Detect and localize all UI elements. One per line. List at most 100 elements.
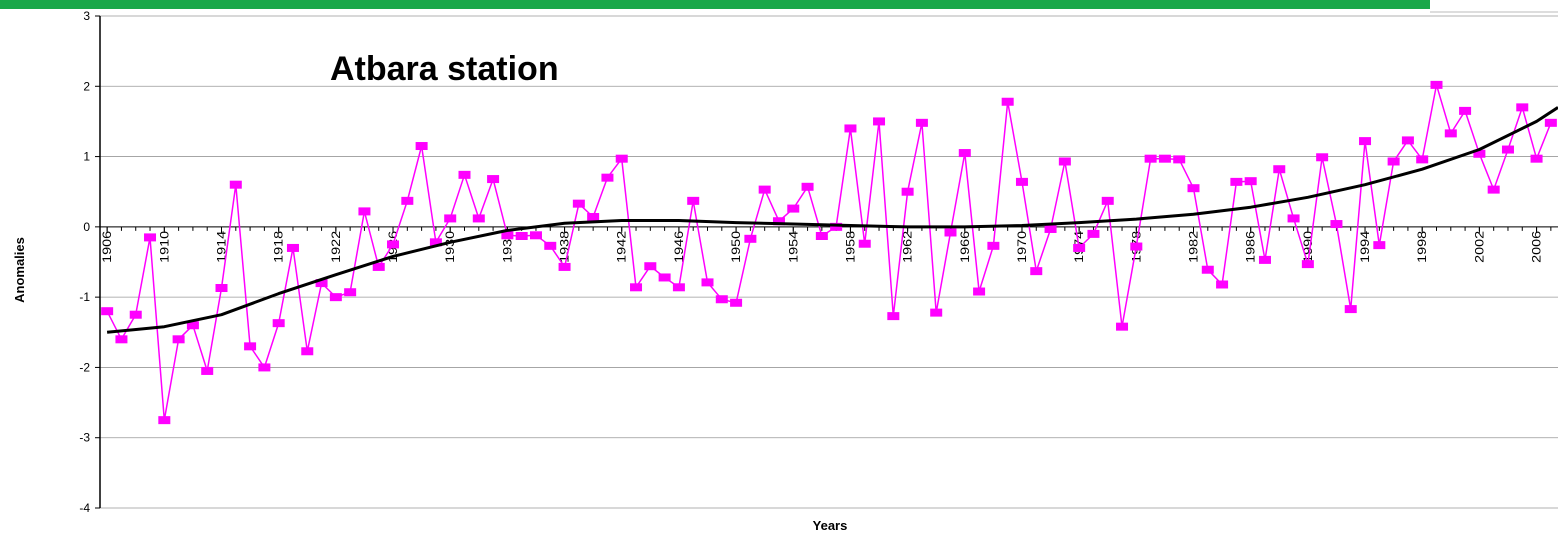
point-marker <box>529 231 542 240</box>
point-marker <box>744 234 757 243</box>
point-marker <box>930 308 943 317</box>
x-tick-label: 1982 <box>1187 230 1201 262</box>
point-marker <box>229 180 242 189</box>
point-marker <box>358 207 371 216</box>
point-marker <box>1015 177 1028 186</box>
x-tick-label: 1950 <box>729 230 743 262</box>
point-marker <box>144 233 157 242</box>
point-marker <box>887 312 900 321</box>
point-marker <box>801 182 814 191</box>
x-tick-label: 1986 <box>1244 230 1258 262</box>
point-marker <box>1316 153 1329 162</box>
point-marker <box>429 238 442 247</box>
x-tick-label: 1962 <box>901 230 915 262</box>
point-marker <box>572 199 585 208</box>
point-marker <box>101 307 114 316</box>
x-tick-label: 1910 <box>157 230 171 262</box>
point-marker <box>772 217 785 226</box>
point-marker <box>1287 214 1300 223</box>
point-marker <box>687 196 700 205</box>
series-line <box>106 84 1552 421</box>
point-marker <box>1373 241 1386 250</box>
point-marker <box>873 117 886 126</box>
point-marker <box>315 279 328 288</box>
point-marker <box>958 149 971 158</box>
point-marker <box>1216 280 1229 289</box>
x-tick-label: 1922 <box>329 230 343 262</box>
point-marker <box>1116 322 1129 331</box>
y-tick-label: -2 <box>79 360 90 374</box>
point-marker <box>715 295 728 304</box>
point-marker <box>1030 267 1043 276</box>
x-tick-label: 1942 <box>615 230 629 262</box>
point-marker <box>344 288 357 297</box>
y-tick-label: 3 <box>83 9 90 23</box>
point-marker <box>1344 305 1357 314</box>
x-tick-label: 2006 <box>1530 230 1544 262</box>
point-marker <box>915 118 928 127</box>
point-marker <box>1001 97 1014 106</box>
point-marker <box>129 310 142 319</box>
point-marker <box>544 241 557 250</box>
point-marker <box>787 204 800 213</box>
point-marker <box>515 231 528 240</box>
point-marker <box>1144 154 1157 163</box>
point-marker <box>1201 265 1214 274</box>
point-marker <box>286 243 299 252</box>
x-tick-label: 1918 <box>272 230 286 262</box>
point-marker <box>1058 157 1071 166</box>
point-marker <box>672 283 685 292</box>
point-marker <box>1073 243 1086 252</box>
x-tick-label: 1970 <box>1015 230 1029 262</box>
point-marker <box>1087 229 1100 238</box>
point-marker <box>258 363 271 372</box>
point-marker <box>944 228 957 237</box>
point-marker <box>215 284 228 293</box>
point-marker <box>815 231 828 240</box>
point-marker <box>1359 137 1372 146</box>
point-marker <box>1130 242 1143 251</box>
point-marker <box>329 293 342 302</box>
point-marker <box>415 142 428 151</box>
point-marker <box>858 239 871 248</box>
point-marker <box>501 231 514 240</box>
point-marker <box>115 335 128 344</box>
point-marker <box>172 335 185 344</box>
point-marker <box>1173 155 1186 164</box>
point-marker <box>186 321 199 330</box>
point-marker <box>472 214 485 223</box>
point-marker <box>1330 220 1343 229</box>
point-marker <box>201 366 214 375</box>
point-marker <box>973 287 986 296</box>
x-tick-label: 1906 <box>100 230 114 262</box>
point-marker <box>1459 106 1472 115</box>
y-tick-label: 1 <box>83 150 90 164</box>
point-marker <box>1530 154 1543 163</box>
trend-line <box>106 106 1558 334</box>
point-marker <box>830 222 843 231</box>
point-marker <box>372 262 385 271</box>
point-marker <box>301 347 314 356</box>
x-tick-label: 1930 <box>443 230 457 262</box>
point-marker <box>444 214 457 223</box>
point-marker <box>1487 185 1500 194</box>
point-marker <box>1187 184 1200 193</box>
point-marker <box>758 185 771 194</box>
x-axis-label: Years <box>813 518 848 533</box>
x-tick-label: 1966 <box>958 230 972 262</box>
point-marker <box>987 241 1000 250</box>
point-marker <box>272 319 285 328</box>
point-marker <box>630 283 643 292</box>
point-marker <box>1430 80 1443 89</box>
point-marker <box>1158 154 1171 163</box>
x-tick-label: 1946 <box>672 230 686 262</box>
point-marker <box>701 278 714 287</box>
point-marker <box>730 298 743 307</box>
y-tick-label: -1 <box>79 290 90 304</box>
x-tick-label: 1954 <box>786 230 800 262</box>
point-marker <box>1230 177 1243 186</box>
point-marker <box>658 273 671 282</box>
point-marker <box>387 240 400 249</box>
point-marker <box>1473 149 1486 158</box>
